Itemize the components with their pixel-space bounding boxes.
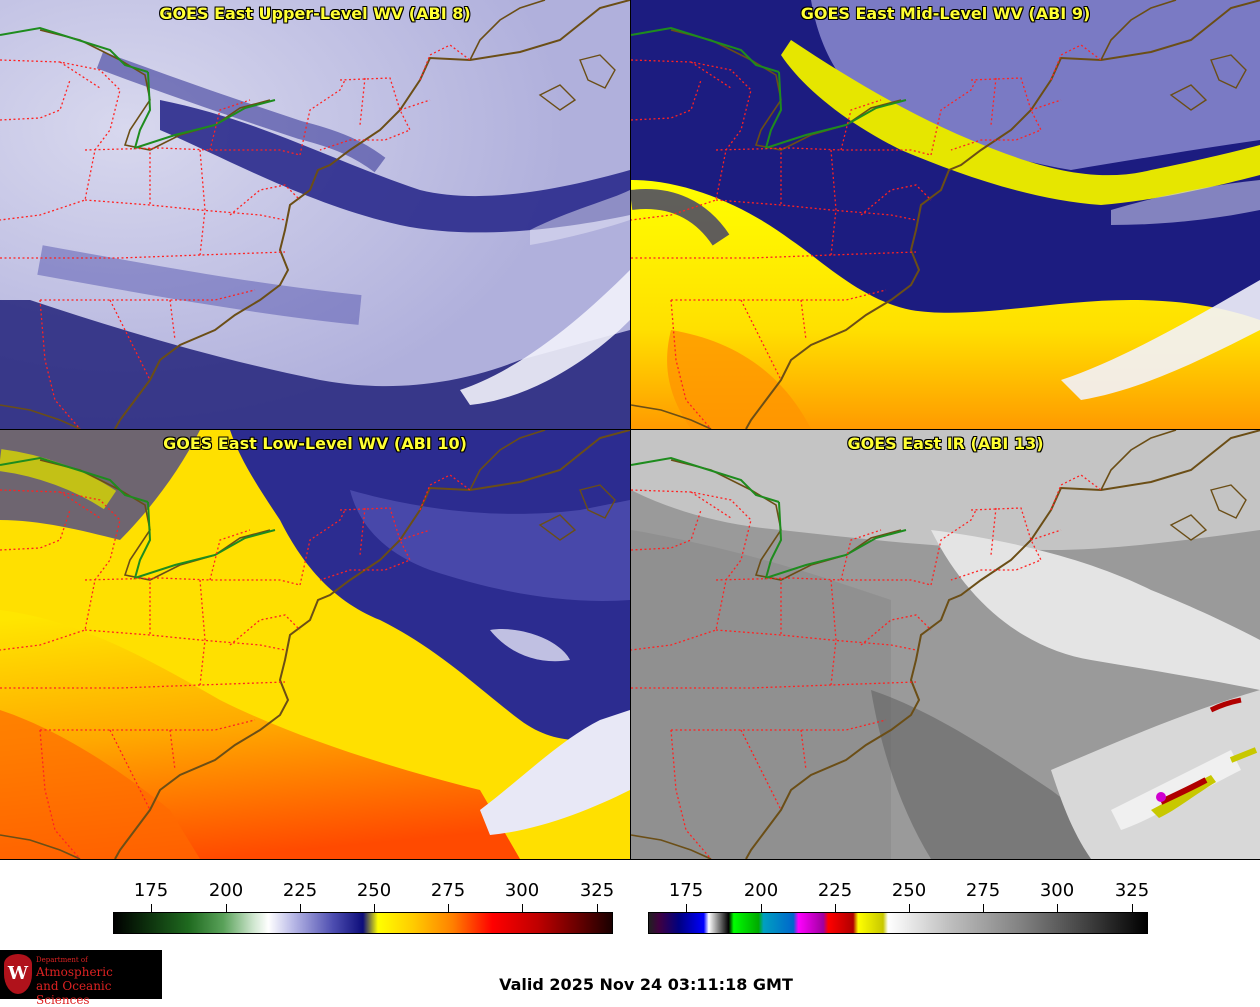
panel-title: GOES East Mid-Level WV (ABI 9)	[800, 4, 1091, 23]
colorbar-tick: 200	[208, 880, 244, 901]
logo-line-1: Department of	[36, 956, 88, 964]
panel-ir: GOES East IR (ABI 13)	[631, 430, 1260, 859]
low-level-wv-image	[0, 430, 630, 859]
colorbar-tick: 250	[356, 880, 392, 901]
colorbar-tick: 275	[430, 880, 466, 901]
colorbar-tick: 225	[817, 880, 853, 901]
mid-level-wv-image	[631, 0, 1260, 429]
ir-colorbar: 175 200 225 250 275 300 325	[648, 878, 1150, 934]
colorbar-tick: 175	[668, 880, 704, 901]
wv-colorbar: 175 200 225 250 275 300 325	[113, 878, 615, 934]
panel-mid-level-wv: GOES East Mid-Level WV (ABI 9)	[631, 0, 1260, 429]
panel-title: GOES East Low-Level WV (ABI 10)	[163, 434, 467, 453]
panel-title: GOES East Upper-Level WV (ABI 8)	[159, 4, 471, 23]
panel-upper-level-wv: GOES East Upper-Level WV (ABI 8)	[0, 0, 630, 429]
panel-divider-horizontal	[0, 429, 1260, 430]
logo-line-2: Atmospheric	[36, 965, 113, 979]
panel-low-level-wv: GOES East Low-Level WV (ABI 10)	[0, 430, 630, 859]
ir-image	[631, 430, 1260, 859]
colorbar-tick: 175	[133, 880, 169, 901]
colorbar-tick: 225	[282, 880, 318, 901]
uw-crest-icon: W	[4, 954, 32, 994]
upper-level-wv-image	[0, 0, 630, 429]
colorbar-tick: 200	[743, 880, 779, 901]
ir-colorbar-gradient	[648, 912, 1148, 934]
wv-colorbar-gradient	[113, 912, 613, 934]
colorbar-tick: 300	[504, 880, 540, 901]
colorbar-tick: 250	[891, 880, 927, 901]
valid-time: Valid 2025 Nov 24 03:11:18 GMT	[499, 975, 793, 994]
panel-divider-bottom	[0, 859, 1260, 860]
colorbar-tick: 325	[579, 880, 615, 901]
colorbar-tick: 275	[965, 880, 1001, 901]
panel-title: GOES East IR (ABI 13)	[847, 434, 1044, 453]
colorbar-tick: 325	[1114, 880, 1150, 901]
panel-divider-vertical	[630, 0, 631, 860]
colorbar-tick: 300	[1039, 880, 1075, 901]
